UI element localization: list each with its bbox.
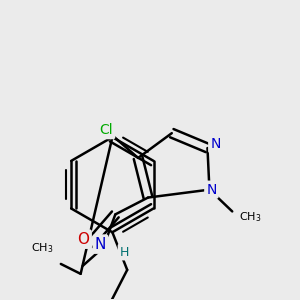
Text: H: H <box>120 245 129 259</box>
Text: N: N <box>95 237 106 252</box>
Text: CH$_3$: CH$_3$ <box>32 241 54 255</box>
Text: Cl: Cl <box>100 123 113 137</box>
Text: N: N <box>210 137 220 151</box>
Text: N: N <box>206 183 217 196</box>
Text: CH$_3$: CH$_3$ <box>239 211 262 224</box>
Text: O: O <box>78 232 90 247</box>
